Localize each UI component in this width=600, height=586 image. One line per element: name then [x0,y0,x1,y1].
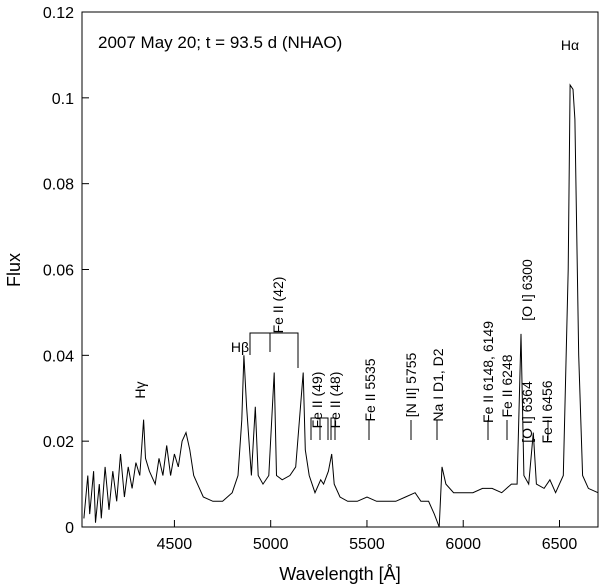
annotation: Fe II (42) [270,277,286,334]
x-axis-label: Wavelength [Å] [279,564,400,584]
annotation: Fe II 6456 [539,380,555,443]
annotation: Hβ [231,339,249,355]
x-tick-label: 6500 [542,536,578,553]
annotation: Fe II (49) [309,372,325,429]
x-tick-label: 6000 [445,536,481,553]
fe42-bracket [249,332,299,368]
line-markers [368,420,549,440]
annotation: [N II] 5755 [403,352,419,417]
y-tick-label: 0.1 [52,91,74,108]
annotation: [O I] 6300 [519,259,535,321]
annotation: 2007 May 20; t = 93.5 d (NHAO) [98,33,342,52]
annotation: Hγ [132,381,148,398]
y-tick-label: 0.12 [43,5,74,22]
y-tick-label: 0.02 [43,434,74,451]
fe48-bracket [330,417,336,440]
fe49-bracket [310,417,329,440]
x-tick-label: 4500 [157,536,193,553]
y-tick-label: 0.08 [43,177,74,194]
brackets [249,332,549,440]
x-tick-label: 5500 [349,536,385,553]
annotation: Na I D1, D2 [430,348,446,421]
annotation: Hα [561,37,579,53]
y-tick-label: 0 [65,520,74,537]
annotation: [O I] 6364 [519,381,535,443]
y-axis-label: Flux [4,253,24,287]
spectrum-line [83,83,599,528]
x-tick-label: 5000 [253,536,289,553]
annotation: Fe II 6248 [499,354,515,417]
annotation: Fe II 6148, 6149 [480,321,496,423]
y-tick-label: 0.06 [43,263,74,280]
annotation: Fe II (48) [327,372,343,429]
annotation: Fe II 5535 [362,358,378,421]
y-tick-label: 0.04 [43,348,74,365]
